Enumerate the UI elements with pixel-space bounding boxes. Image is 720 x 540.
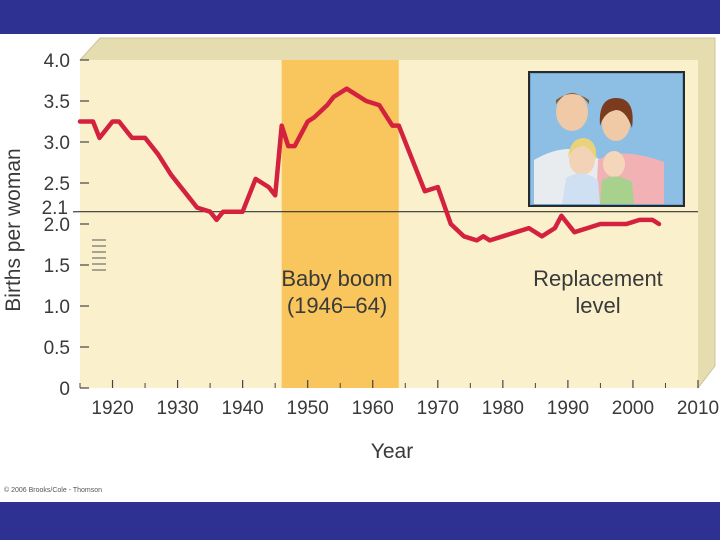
baby-boom-years-label: (1946–64) [287,293,387,318]
y-tick-label: 2.5 [44,174,70,195]
x-axis-title: Year [371,440,413,463]
copyright-credit: © 2006 Brooks/Cole - Thomson [4,486,102,494]
y-tick-label: 1.0 [44,297,70,318]
y-tick-label: 1.5 [44,256,70,277]
x-tick-label: 1950 [287,398,329,419]
y-tick-label: 0.5 [44,338,70,359]
x-tick-label: 1940 [221,398,263,419]
x-axis: 1920 1930 1940 1950 1960 1970 1980 1990 2000 2010 [79,380,719,419]
y-tick-label: 2.0 [44,215,70,236]
x-tick-label: 1980 [482,398,524,419]
y-tick-label: 0 [59,379,70,400]
y-tick-label: 3.5 [44,92,70,113]
baby-boom-band [281,60,399,388]
axis-break-marks [92,239,106,271]
y-axis: 0 0.5 1.0 1.5 2.0 2.5 3.0 3.5 4.0 2.1 [42,51,89,400]
y-axis-title: Births per woman [2,148,25,311]
replacement-level-label-line2: level [575,293,620,318]
x-tick-label: 1990 [547,398,589,419]
y-tick-label: 3.0 [44,133,70,154]
x-tick-label: 1930 [156,398,198,419]
x-tick-label: 2010 [677,398,719,419]
baby-boom-label: Baby boom [281,266,392,291]
footer-band [0,502,720,540]
family-photo-icon [528,71,685,207]
x-tick-label: 1920 [91,398,133,419]
x-tick-label: 1970 [417,398,459,419]
y-reference-label: 2.1 [42,198,68,219]
title-band [0,0,720,34]
y-tick-label: 4.0 [44,51,70,72]
x-tick-label: 2000 [612,398,654,419]
series-line [77,86,662,243]
x-tick-label: 1960 [352,398,394,419]
replacement-level-label-line1: Replacement [533,266,663,291]
